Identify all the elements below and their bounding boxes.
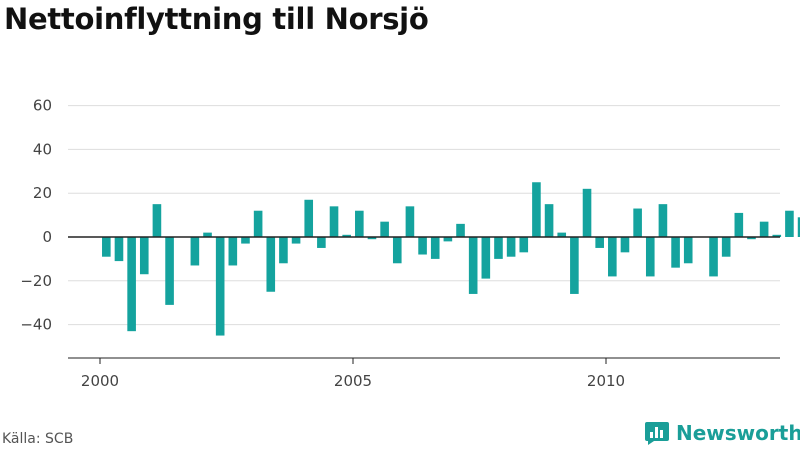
y-tick-label: −20 bbox=[20, 272, 52, 290]
bar bbox=[152, 204, 162, 237]
bar bbox=[165, 237, 174, 305]
bar bbox=[228, 237, 238, 266]
bar bbox=[633, 208, 642, 237]
x-tick-labels: 200020052010201520202025 bbox=[81, 372, 625, 390]
bar bbox=[279, 237, 288, 264]
bar bbox=[595, 237, 604, 248]
bar bbox=[494, 237, 503, 259]
bar bbox=[709, 237, 718, 277]
bar bbox=[557, 232, 567, 237]
y-tick-label: 0 bbox=[42, 228, 52, 246]
bar bbox=[772, 234, 782, 237]
bar bbox=[759, 221, 769, 237]
bar bbox=[102, 237, 111, 257]
x-tick-label: 2010 bbox=[587, 372, 625, 390]
bar bbox=[342, 234, 351, 237]
brand-name: Newsworthy bbox=[676, 421, 800, 445]
y-tick-label: 40 bbox=[33, 140, 52, 158]
bar bbox=[456, 223, 465, 237]
bar bbox=[405, 206, 415, 237]
bar bbox=[608, 237, 617, 277]
bar bbox=[203, 232, 212, 237]
y-tick-label: −40 bbox=[20, 316, 52, 334]
bars bbox=[102, 182, 800, 336]
x-tick-label: 2005 bbox=[334, 372, 372, 390]
bar bbox=[532, 182, 541, 237]
bar bbox=[747, 237, 756, 240]
y-tick-labels: −40 −20 0 20 40 60 bbox=[20, 97, 52, 334]
bar bbox=[418, 237, 427, 255]
bar bbox=[481, 237, 491, 279]
bar bbox=[582, 188, 592, 237]
bar bbox=[127, 237, 136, 332]
bar bbox=[392, 237, 402, 264]
bar bbox=[721, 237, 731, 257]
bar bbox=[253, 210, 263, 237]
bar bbox=[683, 237, 693, 264]
grid-lines bbox=[68, 105, 780, 326]
bar bbox=[443, 237, 453, 242]
bar bbox=[215, 237, 225, 336]
bar bbox=[544, 204, 554, 237]
bar bbox=[506, 237, 516, 257]
bar bbox=[266, 237, 276, 292]
y-tick-label: 60 bbox=[33, 97, 52, 115]
bar-chart-logo-icon bbox=[645, 422, 669, 445]
bar bbox=[367, 237, 377, 240]
bar bbox=[645, 237, 655, 277]
bar bbox=[430, 237, 440, 259]
bar bbox=[139, 237, 149, 275]
bar bbox=[797, 217, 800, 237]
bar bbox=[114, 237, 124, 262]
source-label: Källa: SCB bbox=[2, 431, 74, 447]
bar bbox=[317, 237, 326, 248]
bar bbox=[291, 237, 301, 244]
bar bbox=[380, 221, 389, 237]
bar bbox=[570, 237, 579, 294]
bar bbox=[734, 212, 744, 237]
bar bbox=[304, 199, 314, 237]
bar bbox=[468, 237, 478, 294]
bar bbox=[355, 210, 364, 237]
bar bbox=[190, 237, 200, 266]
newsworthy-logo: Newsworthy bbox=[644, 420, 800, 446]
x-tick-label: 2000 bbox=[81, 372, 119, 390]
axes bbox=[68, 236, 780, 364]
bar bbox=[329, 206, 339, 237]
bar bbox=[785, 210, 794, 237]
y-tick-label: 20 bbox=[33, 184, 52, 202]
bar bbox=[519, 237, 529, 253]
bar bbox=[241, 237, 250, 244]
bar bbox=[658, 204, 668, 237]
bar bbox=[671, 237, 680, 268]
bar bbox=[620, 237, 630, 253]
chart-title: Nettoinflyttning till Norsjö bbox=[4, 2, 429, 36]
